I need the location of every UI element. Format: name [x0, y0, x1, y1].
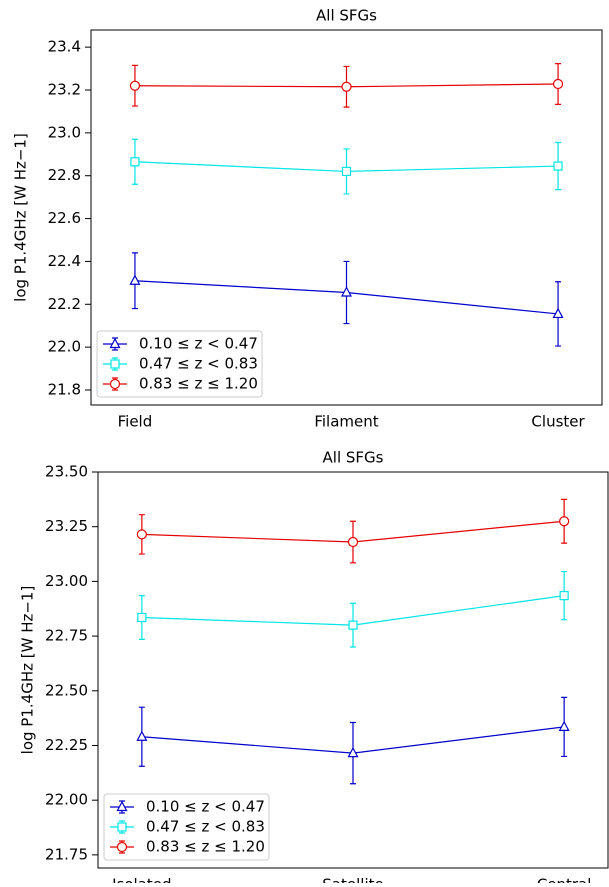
- legend-box: [103, 793, 270, 861]
- y-tick-label: 22.0: [48, 338, 81, 356]
- marker: [116, 841, 128, 853]
- marker: [129, 274, 141, 285]
- legend-label: 0.47 ≤ z < 0.83: [146, 818, 265, 836]
- marker: [130, 157, 140, 167]
- marker: [136, 529, 147, 540]
- marker: [347, 536, 359, 548]
- marker: [341, 286, 352, 297]
- y-tick-label: 23.25: [45, 517, 88, 535]
- marker: [552, 307, 564, 319]
- plot-frame: [97, 471, 609, 869]
- legend-label: 0.10 ≤ z < 0.47: [139, 335, 258, 353]
- y-tick-label: 22.75: [45, 627, 88, 645]
- x-tick-label: Filament: [314, 413, 378, 431]
- y-tick-label: 22.6: [48, 209, 81, 227]
- y-tick-label: 23.0: [48, 123, 81, 141]
- legend-box: [96, 330, 263, 398]
- marker: [110, 359, 120, 369]
- marker: [552, 78, 564, 90]
- marker: [559, 591, 569, 601]
- y-axis-label: log P1.4GHz [W Hz−1]: [19, 586, 37, 755]
- y-tick-label: 23.00: [45, 572, 88, 590]
- marker: [109, 378, 121, 390]
- x-tick-label: Central: [537, 876, 592, 884]
- chart-title: All SFGs: [323, 449, 384, 467]
- y-axis-label: log P1.4GHz [W Hz−1]: [12, 133, 30, 302]
- x-tick-label: Cluster: [531, 413, 585, 431]
- marker: [559, 516, 570, 527]
- legend-label: 0.10 ≤ z < 0.47: [146, 798, 265, 816]
- y-tick-label: 23.4: [48, 38, 81, 56]
- marker: [116, 800, 128, 812]
- x-tick-label: Satellite: [322, 876, 383, 884]
- legend-label: 0.83 ≤ z ≤ 1.20: [139, 375, 258, 393]
- marker: [129, 80, 141, 91]
- x-tick-label: Isolated: [112, 876, 171, 884]
- y-tick-label: 22.00: [45, 791, 88, 809]
- chart-title: All SFGs: [316, 7, 377, 25]
- y-tick-label: 22.50: [45, 681, 88, 699]
- marker: [347, 746, 359, 758]
- marker: [341, 81, 352, 92]
- y-tick-label: 23.2: [48, 81, 81, 99]
- marker: [137, 612, 147, 623]
- y-tick-label: 23.50: [45, 463, 88, 481]
- marker: [553, 161, 563, 171]
- marker: [341, 166, 352, 177]
- y-tick-label: 21.75: [45, 845, 88, 863]
- marker: [558, 720, 570, 731]
- plot-frame: [90, 29, 603, 406]
- legend-label: 0.47 ≤ z < 0.83: [139, 355, 258, 373]
- marker: [109, 337, 121, 349]
- x-tick-label: Field: [118, 413, 153, 431]
- y-tick-label: 21.8: [48, 381, 81, 399]
- y-tick-label: 22.8: [48, 166, 81, 184]
- marker: [348, 620, 358, 630]
- marker: [136, 730, 148, 741]
- y-tick-label: 22.25: [45, 736, 88, 754]
- y-tick-label: 22.4: [48, 252, 81, 270]
- legend-label: 0.83 ≤ z ≤ 1.20: [146, 838, 265, 856]
- marker: [117, 822, 127, 832]
- y-tick-label: 22.2: [48, 295, 81, 313]
